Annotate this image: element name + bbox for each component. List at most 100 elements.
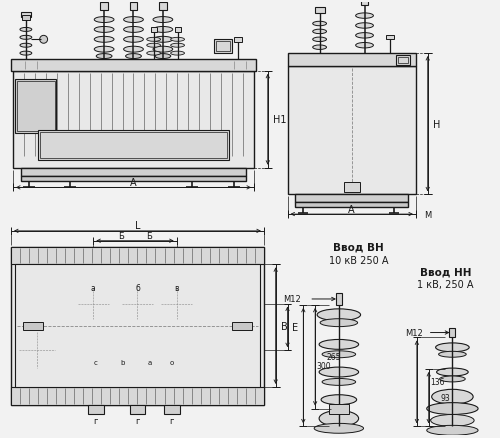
Circle shape: [218, 339, 242, 362]
Circle shape: [172, 299, 181, 309]
Circle shape: [242, 138, 246, 143]
Circle shape: [124, 291, 150, 317]
Bar: [40, 133, 228, 159]
Text: L: L: [134, 220, 140, 230]
Circle shape: [92, 346, 100, 354]
Ellipse shape: [436, 343, 469, 352]
Bar: [396, 56, 410, 66]
Text: H: H: [432, 120, 440, 129]
Bar: [17, 81, 54, 132]
Text: с: с: [94, 359, 98, 365]
Circle shape: [15, 251, 19, 255]
Bar: [15, 265, 260, 387]
Circle shape: [22, 336, 52, 365]
Circle shape: [87, 342, 104, 359]
Circle shape: [192, 344, 204, 356]
Bar: [164, 405, 180, 414]
Circle shape: [253, 248, 263, 258]
Ellipse shape: [356, 14, 374, 19]
Bar: [21, 168, 246, 176]
Ellipse shape: [322, 351, 356, 358]
Ellipse shape: [153, 37, 173, 43]
Ellipse shape: [438, 352, 466, 357]
Ellipse shape: [94, 18, 114, 24]
Bar: [344, 183, 360, 193]
Circle shape: [20, 138, 25, 143]
Ellipse shape: [432, 389, 473, 404]
Ellipse shape: [124, 18, 144, 24]
Bar: [21, 13, 31, 18]
Ellipse shape: [426, 403, 478, 414]
Bar: [11, 387, 264, 405]
Circle shape: [24, 144, 34, 153]
Circle shape: [80, 291, 106, 317]
Circle shape: [132, 299, 142, 309]
Text: Б: Б: [118, 232, 124, 241]
Circle shape: [256, 251, 260, 255]
Text: 300: 300: [316, 361, 331, 370]
Ellipse shape: [356, 43, 374, 49]
Circle shape: [40, 36, 48, 44]
Bar: [398, 58, 408, 64]
Bar: [216, 42, 230, 52]
Text: 265: 265: [326, 353, 341, 361]
Ellipse shape: [146, 44, 160, 48]
Bar: [130, 405, 146, 414]
Circle shape: [146, 346, 154, 354]
Text: 1 кВ, 250 А: 1 кВ, 250 А: [417, 279, 474, 290]
Ellipse shape: [153, 47, 173, 53]
Circle shape: [256, 397, 260, 401]
Bar: [21, 176, 246, 182]
Circle shape: [18, 136, 28, 145]
Ellipse shape: [322, 378, 356, 385]
Ellipse shape: [317, 309, 360, 321]
Bar: [38, 131, 230, 160]
Text: A: A: [130, 178, 137, 188]
Ellipse shape: [124, 47, 144, 53]
Ellipse shape: [314, 424, 364, 433]
Circle shape: [132, 308, 143, 320]
Ellipse shape: [170, 52, 184, 56]
Text: Ввод НН: Ввод НН: [420, 267, 471, 277]
Bar: [296, 195, 408, 203]
Circle shape: [239, 136, 249, 145]
Circle shape: [292, 56, 302, 66]
Text: 10 кВ 250 А: 10 кВ 250 А: [329, 256, 388, 266]
Ellipse shape: [319, 340, 358, 350]
Bar: [11, 247, 264, 405]
Text: М12: М12: [405, 328, 423, 337]
Ellipse shape: [126, 54, 142, 60]
Bar: [11, 247, 264, 265]
Bar: [314, 8, 324, 14]
Bar: [23, 322, 42, 330]
Circle shape: [253, 394, 263, 404]
Ellipse shape: [124, 37, 144, 43]
Ellipse shape: [321, 395, 356, 405]
Ellipse shape: [94, 28, 114, 33]
Bar: [288, 54, 416, 67]
Ellipse shape: [124, 28, 144, 33]
Bar: [159, 3, 167, 11]
Circle shape: [401, 56, 411, 66]
Text: В: В: [280, 321, 287, 331]
Circle shape: [168, 346, 175, 354]
Text: Б: Б: [146, 232, 152, 241]
Ellipse shape: [20, 52, 32, 56]
Bar: [232, 322, 252, 330]
Circle shape: [163, 342, 180, 359]
Ellipse shape: [146, 38, 160, 42]
Bar: [336, 293, 342, 305]
Circle shape: [26, 146, 32, 151]
Circle shape: [230, 146, 234, 151]
Bar: [296, 203, 408, 208]
Ellipse shape: [94, 47, 114, 53]
Text: о: о: [170, 359, 174, 365]
Ellipse shape: [312, 30, 326, 35]
Ellipse shape: [20, 28, 32, 32]
Ellipse shape: [96, 54, 112, 60]
Ellipse shape: [312, 38, 326, 42]
Text: г: г: [170, 416, 174, 425]
Bar: [11, 60, 256, 72]
Ellipse shape: [426, 425, 478, 435]
Ellipse shape: [153, 18, 173, 24]
